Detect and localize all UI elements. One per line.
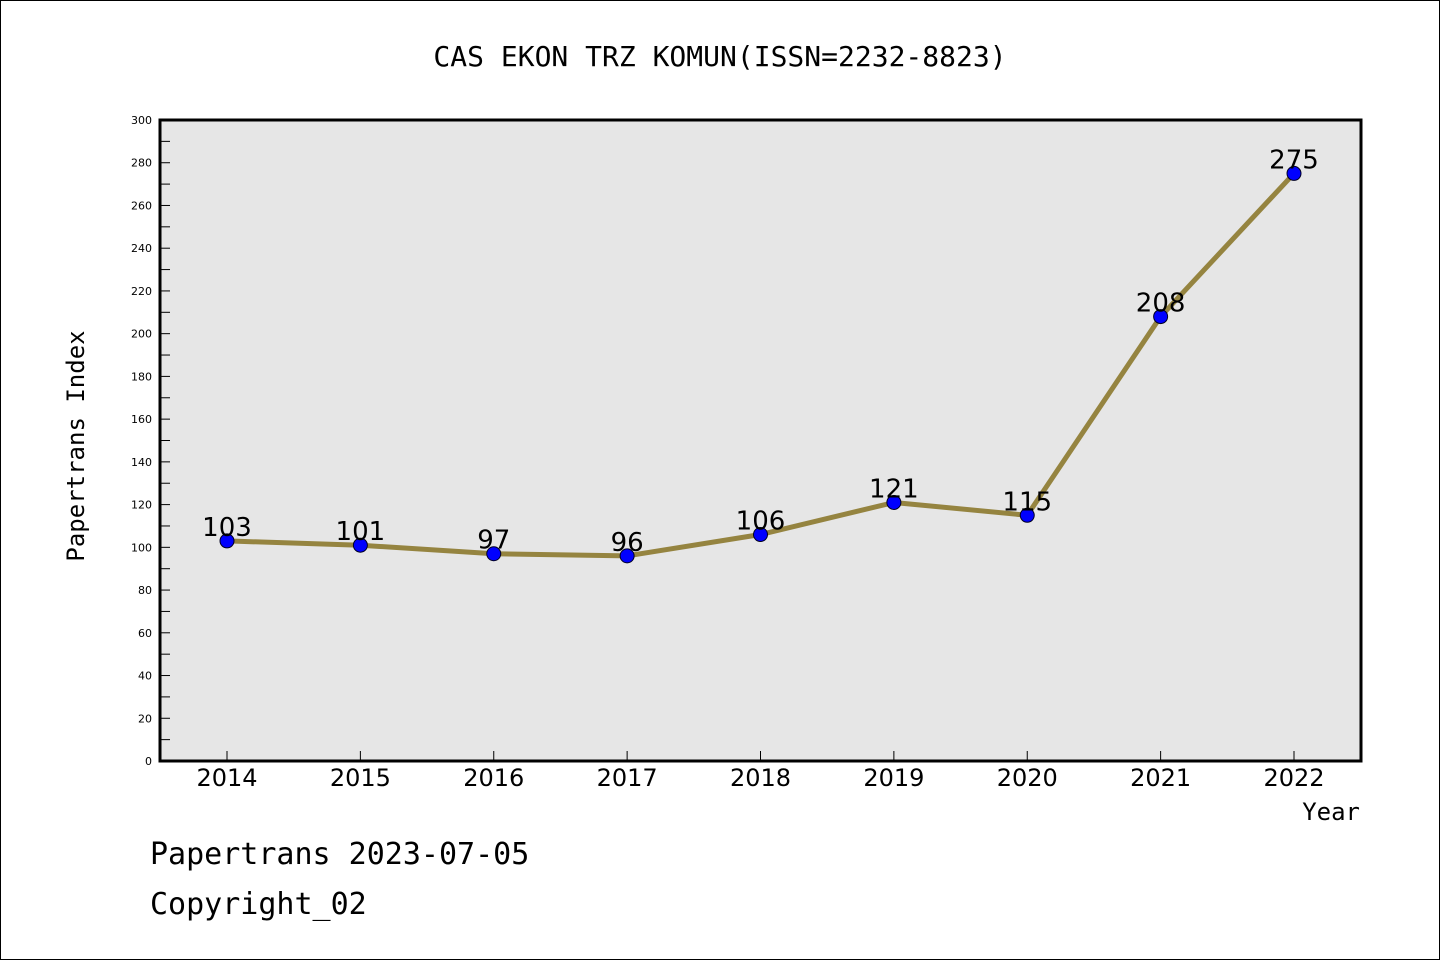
x-axis-ticks: 2014 2015 2016 2017 2018 2019 2020 2021 2022 — [196, 751, 1325, 792]
y-tick-label: 140 — [131, 456, 152, 469]
x-tick-label: 2016 — [463, 764, 524, 792]
data-label: 208 — [1136, 289, 1186, 319]
data-markers — [219, 165, 1302, 564]
x-axis-label: Year — [1302, 798, 1360, 826]
data-point — [619, 548, 635, 564]
data-label: 275 — [1269, 145, 1319, 175]
y-tick-label: 220 — [131, 285, 152, 298]
y-axis-label: Papertrans Index — [62, 330, 90, 561]
data-labels: 103 101 97 96 106 121 115 208 275 — [202, 145, 1319, 557]
x-tick-label: 2022 — [1263, 764, 1324, 792]
y-tick-label: 280 — [131, 157, 152, 170]
data-point — [352, 537, 368, 553]
data-label: 101 — [336, 517, 386, 547]
y-tick-label: 160 — [131, 413, 152, 426]
plot-area — [160, 120, 1361, 761]
x-tick-label: 2014 — [196, 764, 257, 792]
y-tick-label: 200 — [131, 328, 152, 341]
x-tick-label: 2019 — [863, 764, 924, 792]
x-tick-label: 2017 — [597, 764, 658, 792]
x-tick-label: 2021 — [1130, 764, 1191, 792]
x-tick-label: 2020 — [997, 764, 1058, 792]
x-tick-label: 2015 — [330, 764, 391, 792]
data-point — [753, 527, 768, 543]
y-tick-label: 240 — [131, 242, 152, 255]
y-tick-label: 0 — [145, 755, 152, 768]
data-point — [486, 546, 502, 562]
data-label: 106 — [736, 507, 786, 537]
footer-date: Papertrans 2023-07-05 — [150, 837, 529, 872]
data-point — [1286, 165, 1302, 181]
data-label: 103 — [202, 513, 252, 543]
data-label: 96 — [611, 528, 644, 558]
y-tick-label: 260 — [131, 199, 152, 212]
plot-border — [158, 118, 1363, 763]
y-tick-label: 180 — [131, 370, 152, 383]
data-point — [219, 533, 235, 549]
data-label: 121 — [869, 474, 919, 504]
y-tick-label: 40 — [138, 670, 152, 683]
x-tick-label: 2018 — [730, 764, 791, 792]
data-point — [1153, 309, 1169, 325]
y-tick-label: 120 — [131, 499, 152, 512]
data-point — [886, 494, 902, 510]
y-tick-label: 20 — [138, 712, 152, 725]
y-tick-label: 60 — [138, 627, 152, 640]
y-tick-label: 300 — [131, 114, 152, 127]
y-tick-label: 100 — [131, 541, 152, 554]
chart-title: CAS EKON TRZ KOMUN(ISSN=2232-8823) — [433, 40, 1006, 73]
y-tick-label: 80 — [138, 584, 152, 597]
data-label: 97 — [477, 526, 510, 556]
data-point — [1019, 507, 1035, 523]
data-label: 115 — [1002, 487, 1052, 517]
footer-copyright: Copyright_02 — [150, 887, 367, 922]
y-axis-ticks: 0 20 40 60 80 100 120 140 160 180 200 220 240 260 280 3… — [131, 114, 170, 768]
